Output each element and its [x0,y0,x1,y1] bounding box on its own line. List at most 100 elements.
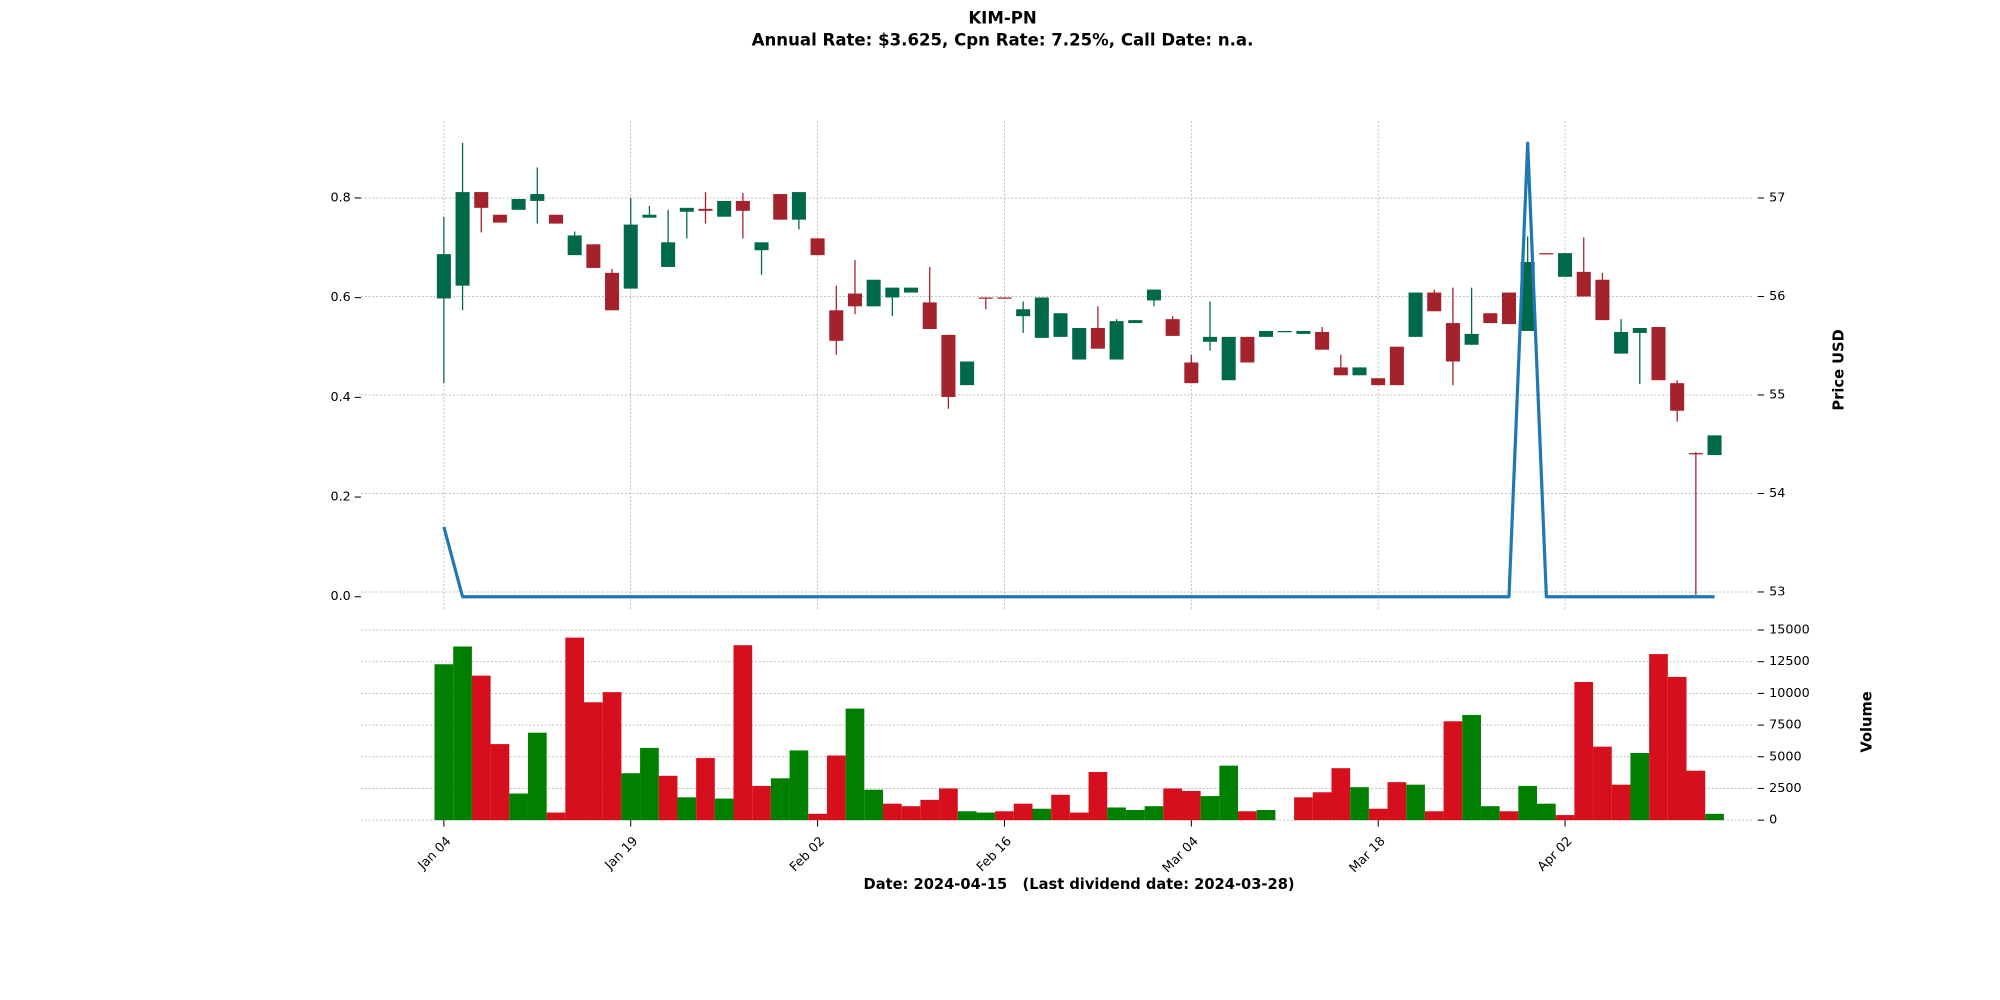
candle-body [1296,330,1311,334]
candle-body [1333,367,1348,376]
candle-body [1053,313,1068,337]
candle-body [1539,253,1554,255]
y2-tick-label: 0.8 [330,190,350,205]
volume-bar [733,645,753,821]
volume-bar [1593,746,1612,821]
chart-title: KIM-PN [968,9,1036,28]
candle-body [1688,453,1703,455]
y-tick-label: 54 [1769,486,1785,501]
chart-subtitle: Annual Rate: $3.625, Cpn Rate: 7.25%, Ca… [752,30,1254,49]
volume-bar [471,675,491,821]
volume-tick-label: 12500 [1769,654,1810,669]
candle-body [586,244,601,268]
volume-bar [584,702,603,821]
candle-body [455,192,470,286]
volume-bar [1368,808,1388,821]
volume-bar [1630,752,1650,821]
volume-bar [1107,807,1126,821]
volume-bar [920,799,940,821]
candle-body [1202,336,1218,342]
volume-bar [1574,681,1594,821]
volume-bar [957,811,977,821]
candle-body [1576,271,1591,297]
candle-body [810,238,825,256]
candle-body [1651,327,1666,381]
candle-body [548,214,564,224]
volume-bar [826,755,846,821]
volume-bar [509,793,528,821]
volume-tick-label: 0 [1769,813,1777,828]
volume-bar [1518,785,1538,821]
volume-bar [1163,788,1182,821]
candle-body [754,242,769,251]
volume-bar [1611,784,1631,821]
candle-body [829,310,844,341]
volume-bar [1256,810,1276,821]
candle-body [717,200,732,217]
y-tick-label: 56 [1769,289,1785,304]
candle-body [1614,331,1629,354]
candle-body [1165,319,1180,336]
candle-body [1427,292,1442,312]
candle-body [1558,253,1573,277]
volume-bar [546,812,566,821]
volume-tick-label: 5000 [1769,749,1801,764]
volume-bar [1200,796,1220,821]
candle-body [1016,309,1031,317]
volume-bar [1649,654,1668,821]
candle-body [904,287,919,293]
volume-bar [434,664,454,821]
volume-bar [1051,794,1070,821]
y2-tick-label: 0.2 [330,490,350,505]
volume-bar [565,637,585,821]
candle-body [623,224,638,289]
candle-body [642,214,657,218]
volume-bar [1555,815,1575,821]
x-axis-label: Date: 2024-04-15 (Last dividend date: 20… [864,876,1295,893]
y2-tick-label: 0.6 [330,290,350,305]
volume-bar [1667,676,1687,821]
candle-body [1221,336,1236,381]
candle-body [1128,320,1143,324]
candle-body [1595,279,1610,321]
volume-bar [1331,768,1351,821]
volume-axis-label: Volume [1858,691,1875,752]
volume-bar [602,692,622,821]
line-series [442,141,1715,599]
candle-body [1464,333,1479,345]
candle-body [1146,289,1161,301]
candle-body [1259,330,1274,337]
y-tick-label: 53 [1769,584,1785,599]
volume-tick-label: 2500 [1769,781,1801,796]
candle-body [436,254,451,299]
volume-bar [1443,721,1463,821]
candle-body [1632,328,1647,333]
volume-bar [640,747,659,821]
candle-body [1408,292,1423,337]
candle-body [1371,378,1386,386]
candle-body [1352,367,1367,376]
volume-bar [1181,790,1201,821]
candle-body [922,302,937,329]
candle-body [567,235,582,256]
volume-bar [976,812,996,821]
volume-tick-label: 7500 [1769,718,1801,733]
candle-body [1520,262,1535,331]
volume-bar [883,803,902,821]
volume-bar [901,806,921,821]
volume-bar [1125,810,1145,821]
volume-bar [1088,771,1108,821]
candle-body [511,198,526,210]
y-tick-label: 57 [1769,190,1785,205]
volume-bar [845,708,865,821]
candle-body [1034,297,1049,338]
volume-bar [453,646,472,821]
volume-bar [714,798,734,821]
volume-bar [939,788,958,821]
candle-body [1240,336,1255,363]
candle-body [735,200,750,211]
volume-tick-label: 10000 [1769,686,1810,701]
candle-body [661,242,676,267]
